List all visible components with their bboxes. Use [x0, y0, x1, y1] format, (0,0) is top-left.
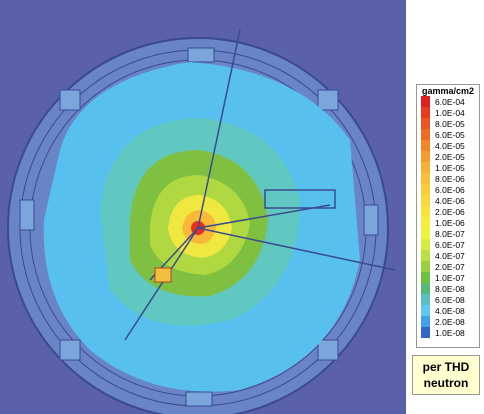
legend-swatch: [421, 239, 430, 250]
legend-swatch: [421, 294, 430, 305]
legend-swatch: [421, 140, 430, 151]
dose-map: [0, 0, 406, 414]
legend-label: 6.0E-06: [435, 185, 465, 195]
legend-title: gamma/cm2: [417, 86, 479, 96]
legend-entry: 6.0E-06: [417, 184, 479, 195]
legend-label: 6.0E-08: [435, 295, 465, 305]
legend-label: 6.0E-07: [435, 240, 465, 250]
legend-label: 2.0E-08: [435, 317, 465, 327]
legend-label: 2.0E-06: [435, 207, 465, 217]
legend-swatch: [421, 118, 430, 129]
legend-entry: 4.0E-05: [417, 140, 479, 151]
legend-label: 2.0E-07: [435, 262, 465, 272]
legend-label: 4.0E-08: [435, 306, 465, 316]
legend-entry: 6.0E-08: [417, 294, 479, 305]
legend-swatch: [421, 283, 430, 294]
legend-entry: 4.0E-06: [417, 195, 479, 206]
legend-label: 8.0E-07: [435, 229, 465, 239]
legend-entry: 2.0E-05: [417, 151, 479, 162]
legend-label: 1.0E-05: [435, 163, 465, 173]
legend-swatch: [421, 151, 430, 162]
legend-label: 2.0E-05: [435, 152, 465, 162]
page: gamma/cm2 6.0E-041.0E-048.0E-056.0E-054.…: [0, 0, 484, 414]
legend-label: 6.0E-04: [435, 97, 465, 107]
legend-label: 1.0E-08: [435, 328, 465, 338]
legend-entry: 6.0E-07: [417, 239, 479, 250]
legend-entry: 4.0E-07: [417, 250, 479, 261]
legend-entry: 8.0E-08: [417, 283, 479, 294]
legend-entry: 2.0E-07: [417, 261, 479, 272]
legend-entry: 1.0E-08: [417, 327, 479, 338]
legend-label: 4.0E-05: [435, 141, 465, 151]
legend-swatch: [421, 327, 430, 338]
legend-entry: 6.0E-04: [417, 96, 479, 107]
legend-swatch: [421, 162, 430, 173]
legend-swatch: [421, 96, 430, 107]
legend-swatch: [421, 206, 430, 217]
legend-label: 6.0E-05: [435, 130, 465, 140]
legend-swatch: [421, 129, 430, 140]
legend-swatch: [421, 316, 430, 327]
legend-swatch: [421, 107, 430, 118]
legend-entry: 1.0E-05: [417, 162, 479, 173]
legend-entry: 2.0E-08: [417, 316, 479, 327]
legend-entry: 8.0E-06: [417, 173, 479, 184]
legend-entry: 2.0E-06: [417, 206, 479, 217]
legend-swatch: [421, 305, 430, 316]
legend-label: 1.0E-06: [435, 218, 465, 228]
legend-label: 4.0E-06: [435, 196, 465, 206]
legend-label: 4.0E-07: [435, 251, 465, 261]
legend-swatch: [421, 195, 430, 206]
legend-swatch: [421, 272, 430, 283]
legend-swatch: [421, 184, 430, 195]
legend-entry: 8.0E-07: [417, 228, 479, 239]
caption: per THD neutron: [412, 355, 480, 395]
legend-label: 8.0E-08: [435, 284, 465, 294]
legend-swatch: [421, 250, 430, 261]
legend-swatch: [421, 228, 430, 239]
legend-label: 8.0E-05: [435, 119, 465, 129]
legend-label: 8.0E-06: [435, 174, 465, 184]
legend-entry: 6.0E-05: [417, 129, 479, 140]
legend-entry: 1.0E-06: [417, 217, 479, 228]
legend-swatch: [421, 173, 430, 184]
legend-entry: 8.0E-05: [417, 118, 479, 129]
legend-label: 1.0E-04: [435, 108, 465, 118]
legend-label: 1.0E-07: [435, 273, 465, 283]
legend-swatch: [421, 217, 430, 228]
legend-entry: 1.0E-04: [417, 107, 479, 118]
legend-entry: 4.0E-08: [417, 305, 479, 316]
legend-swatch: [421, 261, 430, 272]
legend-entry: 1.0E-07: [417, 272, 479, 283]
